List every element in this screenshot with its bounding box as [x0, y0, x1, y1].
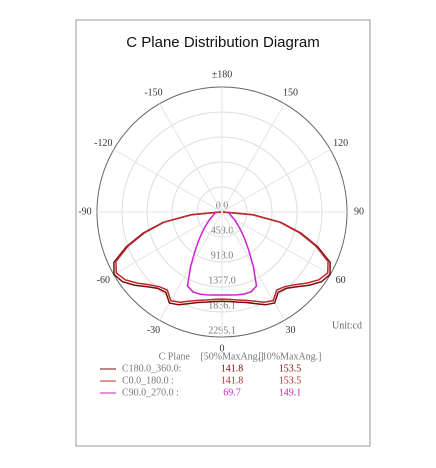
chart-title: C Plane Distribution Diagram	[126, 34, 319, 51]
grid-spoke	[113, 149, 223, 213]
legend-value: 69.7	[223, 387, 241, 398]
angle-tick-label: 60	[336, 275, 346, 286]
angle-tick-label: ±180	[212, 69, 233, 80]
legend-label: C0.0_180.0 :	[122, 375, 174, 386]
angle-tick-label: 0	[220, 343, 225, 354]
series-line	[113, 211, 331, 306]
angle-tick-label: 150	[283, 88, 298, 99]
legend-value: 153.5	[279, 375, 302, 386]
grid-spoke	[113, 211, 223, 275]
frame	[75, 19, 371, 447]
legend-value: 149.1	[279, 387, 302, 398]
angle-tick-label: 120	[333, 138, 348, 149]
legend-header: [50%MaxAng.]	[200, 351, 263, 362]
unit-label: Unit:cd	[332, 320, 362, 331]
legend-value: 141.8	[221, 363, 244, 374]
angle-tick-label: -60	[97, 275, 110, 286]
angle-tick-label: 30	[286, 325, 296, 336]
legend-label: C90.0_270.0 :	[122, 387, 179, 398]
series-line	[186, 211, 258, 296]
grid-spoke	[159, 103, 223, 213]
legend-value: 141.8	[221, 375, 244, 386]
grid-spoke	[221, 211, 331, 275]
angle-tick-label: -90	[78, 206, 91, 217]
series-line	[115, 211, 329, 304]
angle-tick-label: -150	[144, 88, 162, 99]
grid-spoke	[221, 103, 285, 213]
legend-header: C Plane	[159, 351, 191, 362]
grid-spoke	[221, 149, 331, 213]
angle-tick-label: -30	[147, 325, 160, 336]
legend-value: 153.5	[279, 363, 302, 374]
angle-tick-label: -120	[94, 138, 112, 149]
angle-tick-label: 90	[354, 206, 364, 217]
legend-label: C180.0_360.0:	[122, 363, 181, 374]
legend-header: [10%MaxAng.]	[258, 351, 321, 362]
